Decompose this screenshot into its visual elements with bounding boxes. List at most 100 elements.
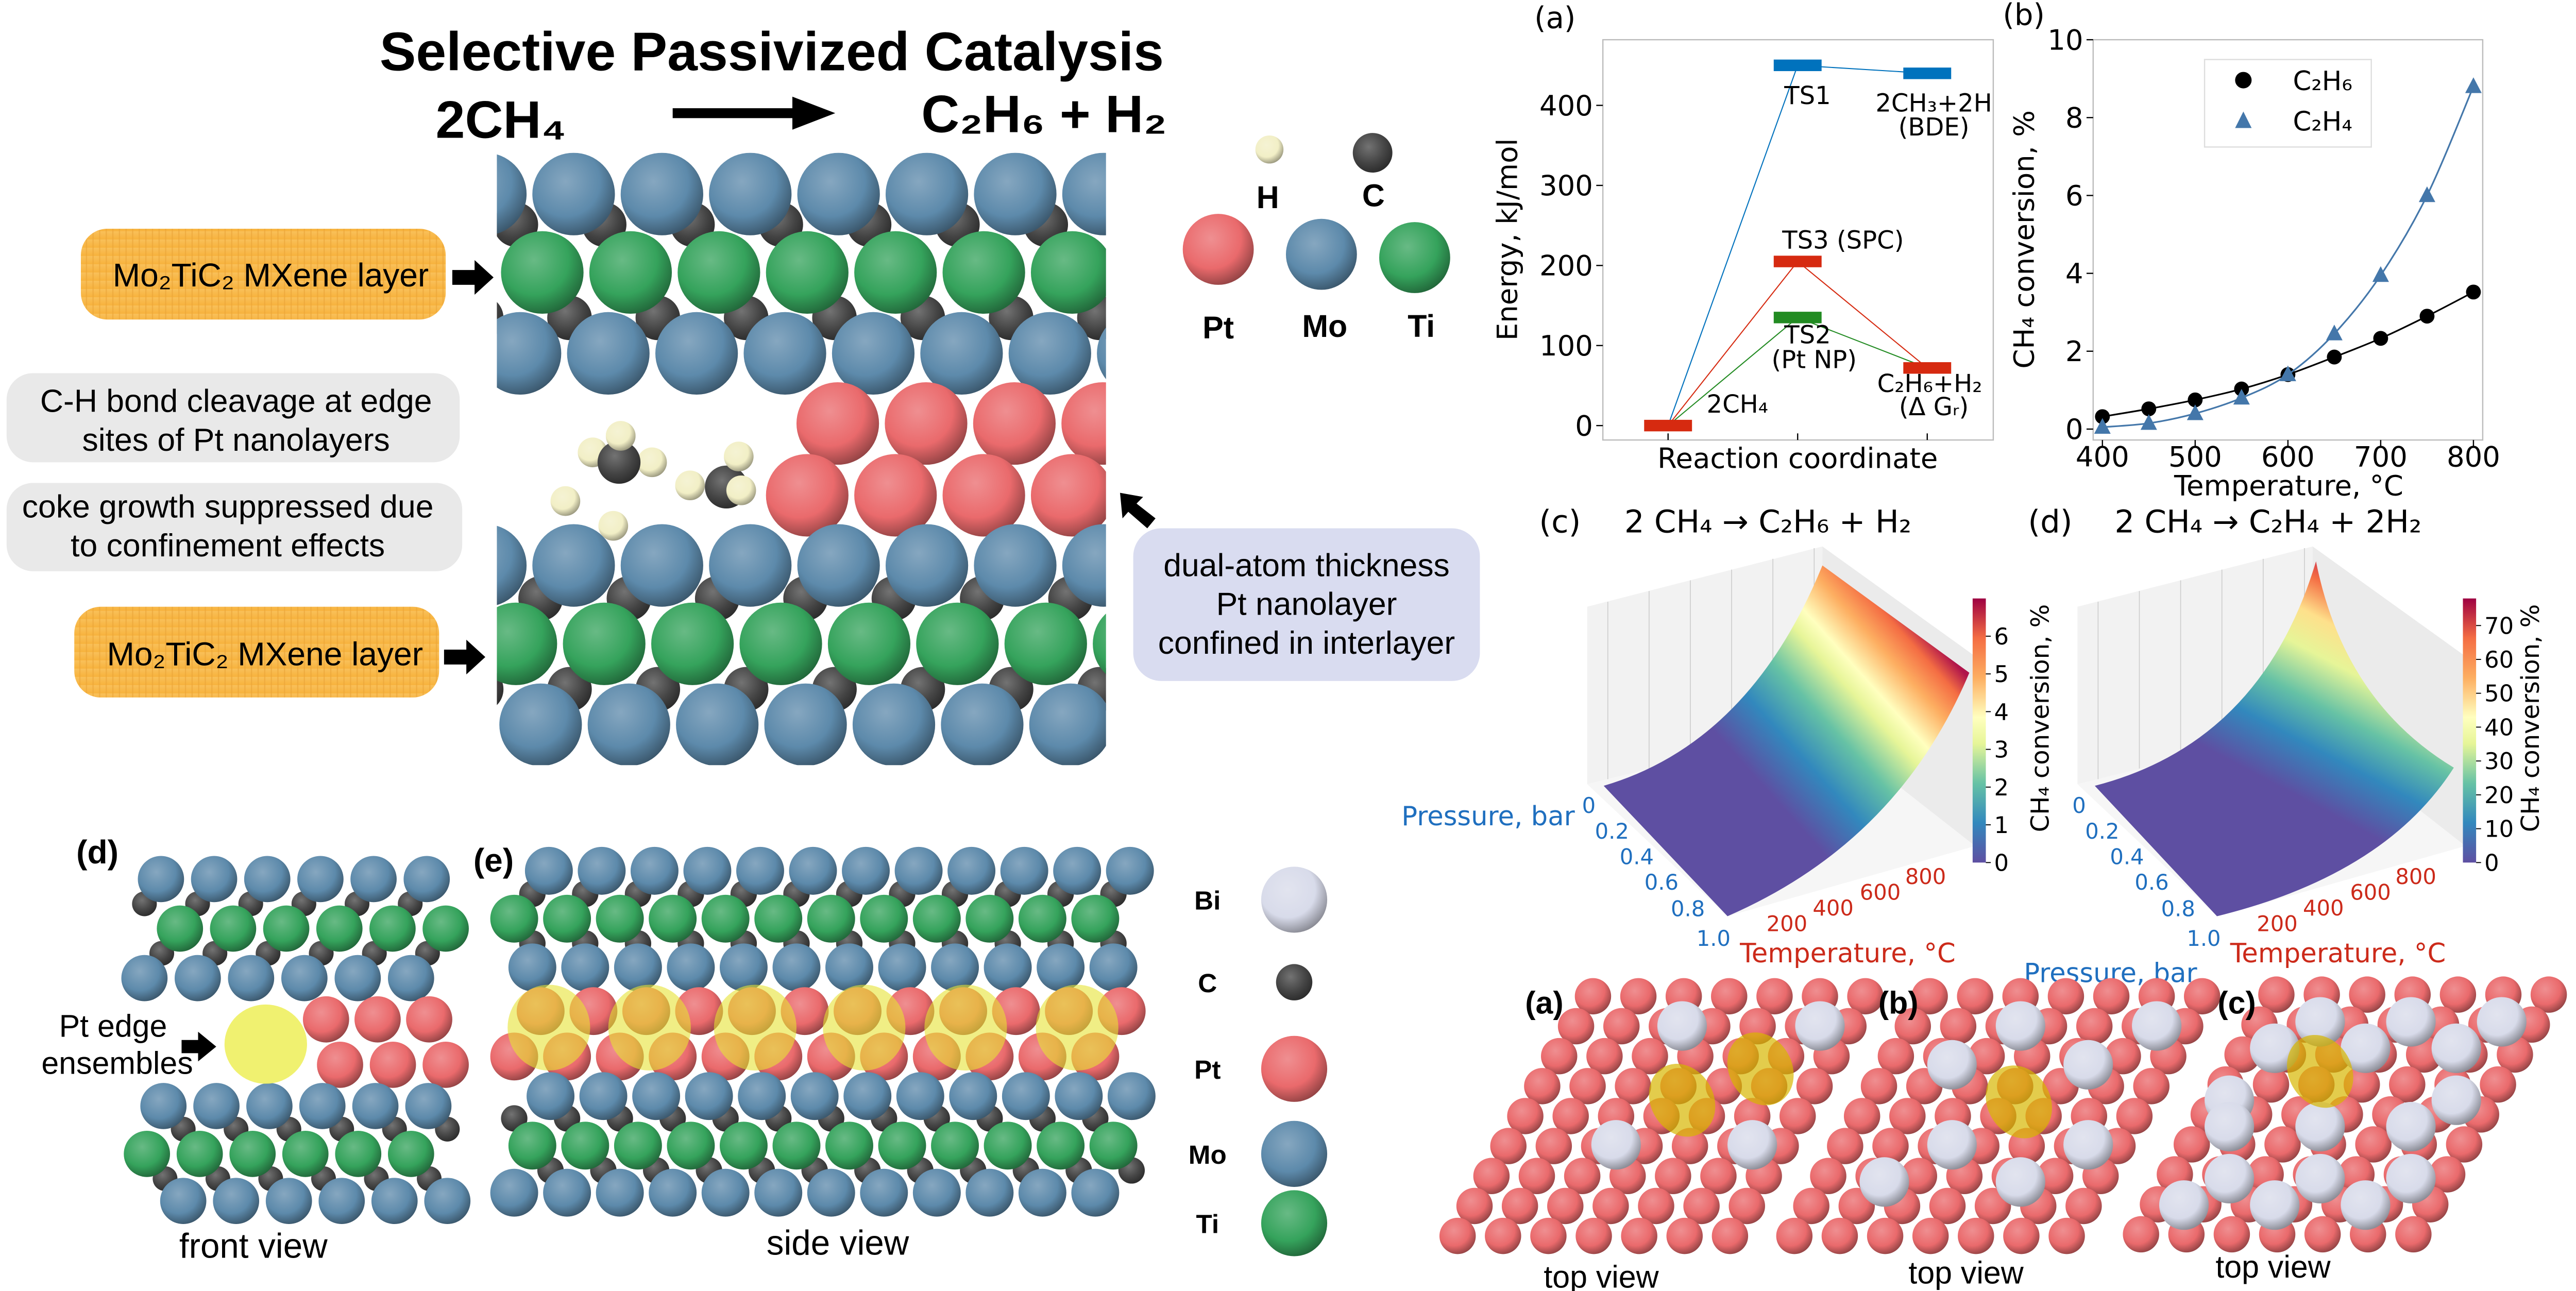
bismuth-atom [2431,1075,2481,1125]
legend-label: Pt [1202,310,1234,345]
legend-atom-mo [1261,1120,1328,1187]
energy-level-bar [1903,362,1952,374]
titanium-atom [1030,231,1106,314]
panel-e-label: (e) [473,842,514,879]
temperature-tick-label: 400 [2303,895,2344,921]
colorbar-tick-label: 20 [2484,782,2514,809]
molybdenum-atom [632,1072,681,1120]
legend-atom-h [1255,135,1284,164]
platinum-atom [1621,1217,1657,1254]
temperature-tick-label: 600 [1860,879,1901,905]
titanium-atom [501,231,584,314]
titanium-atom [701,894,750,943]
molybdenum-atom [508,943,556,992]
platinum-atom [317,1041,363,1088]
molybdenum-atom [174,955,221,1001]
coke-note: coke growth suppressed due to confinemen… [6,483,463,571]
titanium-atom [543,894,591,943]
bismuth-atom [2386,1101,2436,1152]
molybdenum-atom [1071,1168,1120,1217]
titanium-atom [563,602,646,685]
titanium-atom [614,1122,662,1170]
legend-box [2204,59,2372,148]
titanium-atom [912,894,961,943]
platinum-atom [422,1041,469,1088]
pressure-tick-label: 0.4 [1620,844,1654,870]
panel-label: (c) [1539,504,1581,540]
top-view-lattice-0 [1439,978,1884,1254]
platinum-atom [2439,976,2477,1013]
x-tick-label: 500 [2168,440,2222,473]
platinum-atom [1547,1187,1584,1225]
pressure-tick-label: 0.4 [2110,844,2144,870]
arrow-right-icon [181,1031,216,1062]
bismuth-atom [1657,1001,1707,1051]
platinum-atom [1894,1008,1931,1045]
legend-label: Mo [1189,1140,1227,1169]
molybdenum-atom [947,846,996,895]
data-point-circle [2466,284,2481,300]
titanium-atom [1089,1122,1138,1170]
hydrogen-atom [550,486,581,516]
platinum-atom [1638,1187,1674,1225]
platinum-atom [1847,978,1884,1015]
molybdenum-atom [244,856,291,903]
bismuth-atom [2341,1180,2391,1230]
platinum-atom [1793,1187,1829,1225]
bismuth-atom [2295,997,2345,1047]
panel-label: (d) [2028,504,2072,540]
legend-label: C₂H₆ [2293,66,2352,97]
product-label: C₂H₆ + H₂ [921,84,1167,144]
molybdenum-atom [561,943,609,992]
molybdenum-atom [1097,327,1106,379]
platinum-atom [1632,1038,1668,1075]
platinum-atom [2076,1008,2113,1045]
platinum-atom [1671,1128,1708,1164]
note-line: dual-atom thickness [1163,547,1450,583]
carbon-atom [430,576,475,621]
pressure-tick-label: 1.0 [1697,926,1731,951]
energy-annotation: C₂H₆+H₂ [1877,369,1982,398]
surface [1603,565,1970,916]
temperature-tick-label: 600 [2350,879,2391,905]
molybdenum-atom [974,524,1057,607]
platinum-atom [2395,1216,2432,1253]
colorbar-tick-label: 2 [1994,774,2009,801]
pt-edge-ensemble-highlight [608,984,691,1071]
titanium-atom [667,1122,715,1170]
pt-edge-label: ensembles [41,1045,193,1080]
titanium-atom [860,894,908,943]
legend-label: Ti [1196,1210,1219,1239]
pt-edge-ensemble-highlight [714,984,796,1071]
titanium-atom [316,905,363,952]
molybdenum-atom [797,152,880,235]
colorbar-tick-label: 0 [2484,849,2499,876]
active-site-highlight [1986,1065,2052,1139]
pressure-tick-label: 0 [1582,793,1596,818]
energy-annotation: (Δ Gᵣ) [1899,393,1969,421]
molybdenum-atom [1037,943,1085,992]
platinum-atom [1574,978,1612,1015]
molybdenum-atom [630,846,679,895]
molybdenum-atom [140,1083,187,1129]
energy-annotation: (Pt NP) [1772,346,1857,375]
arrow-up-left-icon [1120,492,1156,529]
figure-title: Selective Passivized Catalysis [380,21,1164,82]
colorbar-tick-label: 40 [2484,714,2514,741]
titanium-atom [772,1122,821,1170]
y-tick-label: 100 [1539,329,1593,362]
titanium-atom [649,894,697,943]
molybdenum-atom [350,856,397,903]
legend-label: Mo [1302,309,1347,344]
x-axis-label: Reaction coordinate [1657,442,1938,475]
molybdenum-atom [1002,1072,1050,1120]
energy-annotation: 2CH₃+2H [1875,89,1992,117]
pt-edge-ensemble-highlight [823,984,906,1071]
bismuth-atom [1995,1001,2045,1051]
titanium-atom [651,602,734,685]
molybdenum-atom [527,1072,575,1120]
pressure-tick-label: 0.8 [2161,896,2195,921]
temperature-tick-label: 200 [2257,911,2297,936]
data-point-circle [2419,309,2435,324]
atom-legend-top: H C Pt Mo Ti [1182,133,1450,345]
